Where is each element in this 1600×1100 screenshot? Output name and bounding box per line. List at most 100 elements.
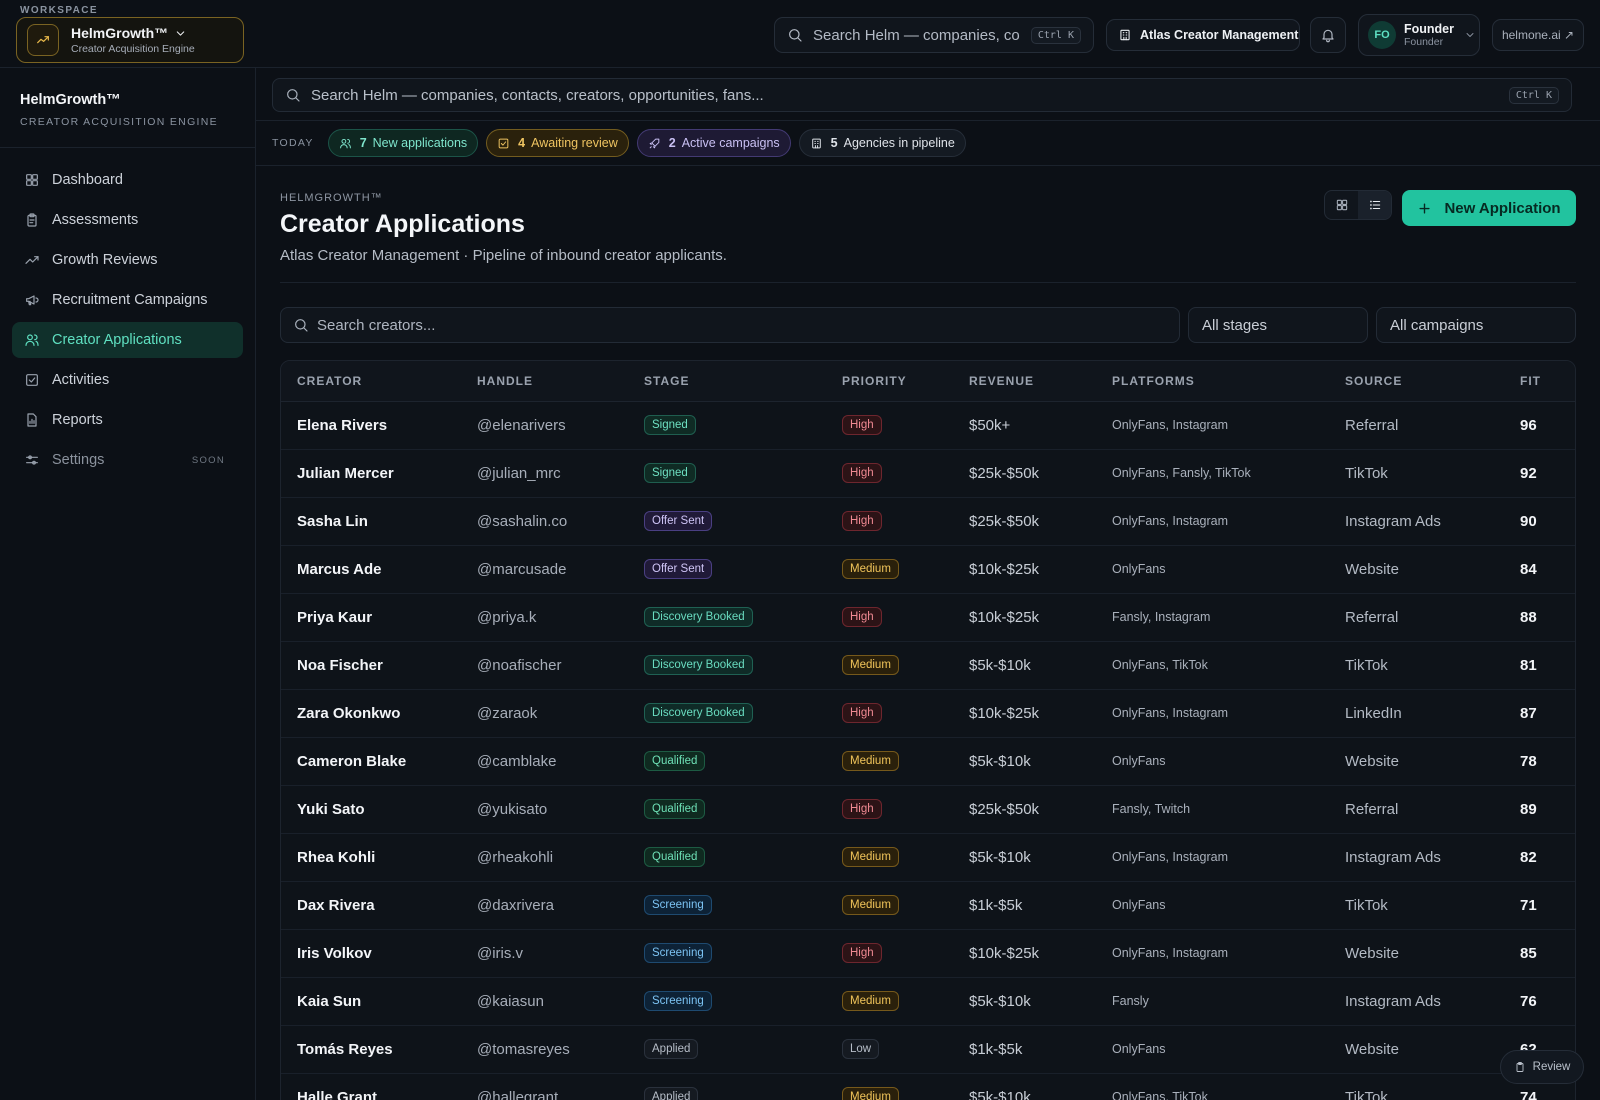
stage-cell: Discovery Booked: [628, 593, 826, 641]
table-row[interactable]: Tomás Reyes @tomasreyes Applied Low $1k-$5k O…: [281, 1025, 1575, 1073]
pill-text: Awaiting review: [531, 136, 618, 150]
agencies-pipeline-pill[interactable]: 5 Agencies in pipeline: [798, 129, 966, 157]
list-view-button[interactable]: [1358, 191, 1391, 219]
table-row[interactable]: Halle Grant @hallegrant Applied Medium $5k-$…: [281, 1073, 1575, 1100]
source-cell: TikTok: [1345, 656, 1388, 674]
divider: [0, 147, 255, 148]
sidebar-item-assessments[interactable]: Assessments: [12, 202, 243, 238]
revenue-cell: $10k-$25k: [969, 560, 1040, 578]
stage-badge: Applied: [644, 1087, 699, 1100]
sidebar-item-activities[interactable]: Activities: [12, 362, 243, 398]
stage-cell: Offer Sent: [628, 545, 826, 593]
table-row[interactable]: Iris Volkov @iris.v Screening High $10k-$25k…: [281, 929, 1575, 977]
fit-score: 76: [1520, 992, 1537, 1010]
top-search-input[interactable]: Search Helm — companies, co... Ctrl K: [774, 17, 1094, 53]
creator-handle: @rheakohli: [477, 848, 554, 866]
sidebar-item-label: Recruitment Campaigns: [52, 292, 208, 308]
sidebar-item-label: Assessments: [52, 212, 139, 228]
column-header-creator[interactable]: CREATOR: [281, 361, 461, 402]
chevron-down-icon: [174, 27, 187, 40]
today-label: TODAY: [272, 137, 314, 149]
sidebar-item-settings[interactable]: Settings SOON: [12, 442, 243, 478]
column-header-platforms[interactable]: PLATFORMS: [1096, 361, 1329, 402]
sidebar-item-creator-applications[interactable]: Creator Applications: [12, 322, 243, 358]
fit-score: 85: [1520, 944, 1537, 962]
table-row[interactable]: Cameron Blake @camblake Qualified Medium $5k…: [281, 737, 1575, 785]
priority-badge: Medium: [842, 895, 899, 915]
table-row[interactable]: Noa Fischer @noafischer Discovery Booked Me…: [281, 641, 1575, 689]
plus-icon: [1417, 201, 1432, 216]
sidebar-item-label: Settings: [52, 452, 105, 468]
column-header-stage[interactable]: STAGE: [628, 361, 826, 402]
revenue-cell: $50k+: [969, 416, 1011, 434]
new-applications-pill[interactable]: 7 New applications: [327, 129, 479, 157]
creator-handle: @yukisato: [477, 800, 548, 818]
stage-cell: Applied: [628, 1025, 826, 1073]
stage-cell: Qualified: [628, 833, 826, 881]
creator-handle: @julian_mrc: [477, 464, 561, 482]
column-header-handle[interactable]: HANDLE: [461, 361, 628, 402]
priority-badge: Medium: [842, 847, 899, 867]
new-application-button[interactable]: New Application: [1402, 190, 1576, 226]
creator-name: Elena Rivers: [297, 416, 388, 434]
column-header-revenue[interactable]: REVENUE: [953, 361, 1096, 402]
sidebar-item-reports[interactable]: Reports: [12, 402, 243, 438]
pill-count: 4: [518, 136, 526, 150]
column-header-source[interactable]: SOURCE: [1329, 361, 1504, 402]
building-icon: [810, 137, 823, 150]
main-content: Search Helm — companies, contacts, creat…: [256, 68, 1600, 1100]
fit-score: 89: [1520, 800, 1537, 818]
campaign-filter-select[interactable]: All campaigns: [1376, 307, 1576, 343]
stage-cell: Screening: [628, 929, 826, 977]
external-link-button[interactable]: helmone.ai ↗: [1492, 19, 1584, 51]
clipboard-icon: [1514, 1061, 1526, 1073]
table-row[interactable]: Yuki Sato @yukisato Qualified High $25k-$50k…: [281, 785, 1575, 833]
column-header-priority[interactable]: PRIORITY: [826, 361, 953, 402]
table-row[interactable]: Sasha Lin @sashalin.co Offer Sent High $25k-…: [281, 497, 1575, 545]
fit-score: 71: [1520, 896, 1537, 914]
source-cell: LinkedIn: [1345, 704, 1402, 722]
sidebar-item-label: Activities: [52, 372, 110, 388]
table-row[interactable]: Rhea Kohli @rheakohli Qualified Medium $5k-$…: [281, 833, 1575, 881]
stage-badge: Discovery Booked: [644, 703, 753, 723]
table-body: Elena Rivers @elenarivers Signed High $50k+ O…: [281, 401, 1575, 1100]
notifications-button[interactable]: [1310, 17, 1346, 53]
stage-badge: Offer Sent: [644, 559, 713, 579]
sidebar-item-growth-reviews[interactable]: Growth Reviews: [12, 242, 243, 278]
table-row[interactable]: Dax Rivera @daxrivera Screening Medium $1k-$…: [281, 881, 1575, 929]
sidebar-item-recruitment-campaigns[interactable]: Recruitment Campaigns: [12, 282, 243, 318]
creator-search-input[interactable]: Search creators...: [280, 307, 1180, 343]
table-row[interactable]: Priya Kaur @priya.k Discovery Booked High $1…: [281, 593, 1575, 641]
review-button[interactable]: Review: [1500, 1050, 1584, 1084]
priority-cell: Low: [826, 1025, 953, 1073]
priority-cell: Medium: [826, 833, 953, 881]
users-icon: [24, 332, 40, 348]
user-menu-button[interactable]: FO Founder Founder: [1358, 14, 1480, 56]
table-row[interactable]: Marcus Ade @marcusade Offer Sent Medium $10k…: [281, 545, 1575, 593]
table-row[interactable]: Kaia Sun @kaiasun Screening Medium $5k-$10k F…: [281, 977, 1575, 1025]
workspace-switcher[interactable]: HelmGrowth™ Creator Acquisition Engine: [16, 17, 244, 63]
platforms-cell: OnlyFans, TikTok: [1112, 1090, 1208, 1100]
organization-button[interactable]: Atlas Creator Management: [1106, 19, 1300, 51]
table-row[interactable]: Julian Mercer @julian_mrc Signed High $25k-$…: [281, 449, 1575, 497]
priority-cell: Medium: [826, 1073, 953, 1100]
column-header-fit[interactable]: FIT: [1504, 361, 1575, 402]
divider: [280, 282, 1576, 283]
awaiting-review-pill[interactable]: 4 Awaiting review: [486, 129, 629, 157]
grid-view-button[interactable]: [1325, 191, 1358, 219]
stage-filter-select[interactable]: All stages: [1188, 307, 1368, 343]
avatar: FO: [1368, 21, 1396, 49]
sidebar-item-dashboard[interactable]: Dashboard: [12, 162, 243, 198]
creator-name: Julian Mercer: [297, 464, 394, 482]
active-campaigns-pill[interactable]: 2 Active campaigns: [636, 129, 791, 157]
global-search-input[interactable]: Search Helm — companies, contacts, creat…: [272, 78, 1572, 112]
global-search-placeholder: Search Helm — companies, contacts, creat…: [311, 86, 764, 104]
platforms-cell: OnlyFans, Instagram: [1112, 946, 1229, 960]
table-row[interactable]: Zara Okonkwo @zaraok Discovery Booked High $…: [281, 689, 1575, 737]
page-subtitle: Atlas Creator Management · Pipeline of i…: [280, 247, 727, 264]
platforms-cell: Fansly, Twitch: [1112, 802, 1191, 816]
stage-badge: Applied: [644, 1039, 699, 1059]
stage-cell: Screening: [628, 881, 826, 929]
table-row[interactable]: Elena Rivers @elenarivers Signed High $50k+ O…: [281, 401, 1575, 449]
creator-name: Zara Okonkwo: [297, 704, 401, 722]
